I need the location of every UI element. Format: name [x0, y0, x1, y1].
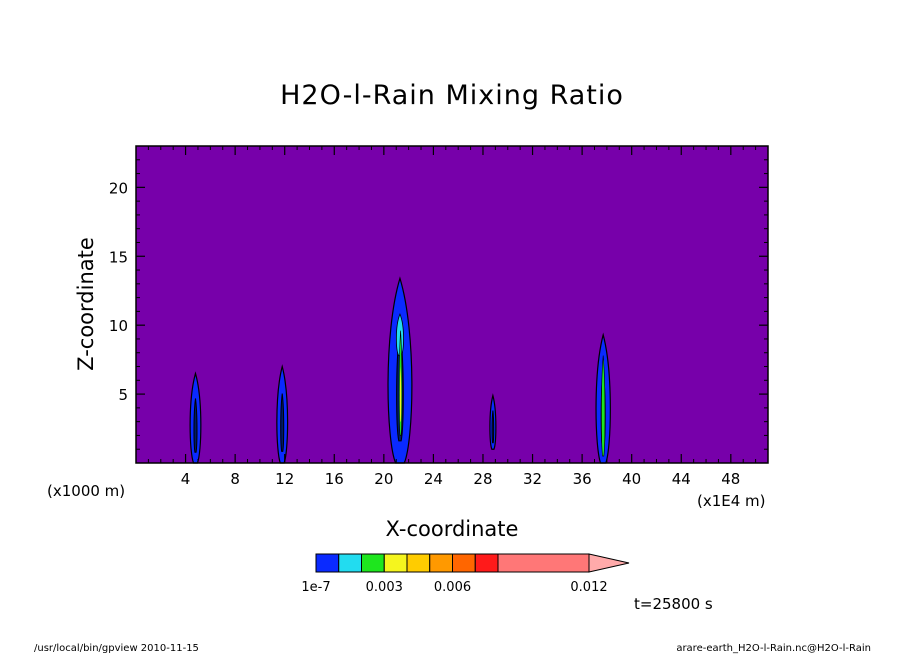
plume-core-1	[193, 398, 198, 453]
x-tick-label: 20	[374, 470, 393, 488]
y-tick-label: 5	[118, 386, 128, 404]
x-tick-label: 28	[473, 470, 492, 488]
colorbar-extend-arrow	[588, 553, 630, 573]
chart-title: H2O-l-Rain Mixing Ratio	[280, 80, 624, 111]
y-axis-label: Z-coordinate	[74, 237, 98, 371]
x-tick-label: 12	[275, 470, 294, 488]
plume-5-green-cell	[601, 355, 606, 457]
colorbar: 1e-7 0.003 0.006 0.012	[301, 553, 630, 595]
colorbar-swatch	[406, 553, 431, 573]
plume-3-yellow-cell	[399, 366, 402, 422]
footer-left: /usr/local/bin/gpview 2010-11-15	[34, 643, 199, 654]
plume-core-4	[491, 410, 495, 444]
x-tick-label: 16	[325, 470, 344, 488]
colorbar-swatch	[474, 553, 499, 573]
x-unit-left: (x1000 m)	[47, 482, 125, 500]
y-tick-label: 20	[109, 179, 128, 197]
x-tick-label: 4	[181, 470, 191, 488]
x-axis-label: X-coordinate	[386, 517, 519, 541]
colorbar-swatch	[429, 553, 453, 573]
time-label: t=25800 s	[634, 595, 713, 613]
colorbar-swatch	[361, 553, 385, 573]
footer-right: arare-earth_H2O-l-Rain.nc@H2O-l-Rain	[676, 643, 871, 654]
y-tick-label: 15	[109, 248, 128, 266]
colorbar-swatch	[383, 553, 408, 573]
colorbar-label: 0.006	[434, 580, 471, 595]
colorbar-label: 0.003	[366, 580, 403, 595]
x-tick-label: 32	[523, 470, 542, 488]
colorbar-swatch	[315, 553, 340, 573]
x-tick-label: 8	[230, 470, 240, 488]
plume-layer	[189, 276, 611, 464]
colorbar-swatch	[338, 553, 362, 573]
y-tick-label: 10	[109, 317, 128, 335]
x-tick-label: 24	[424, 470, 443, 488]
x-unit-right: (x1E4 m)	[697, 492, 766, 510]
colorbar-label: 0.012	[570, 580, 607, 595]
plot-frame	[135, 145, 769, 464]
plot-background	[136, 146, 768, 463]
x-tick-label: 40	[622, 470, 641, 488]
colorbar-swatch	[452, 553, 476, 573]
x-tick-label: 48	[721, 470, 740, 488]
plume-core-2	[280, 393, 285, 452]
x-tick-label: 44	[672, 470, 691, 488]
colorbar-swatch	[497, 553, 590, 573]
colorbar-label: 1e-7	[301, 580, 330, 595]
x-tick-label: 36	[573, 470, 592, 488]
